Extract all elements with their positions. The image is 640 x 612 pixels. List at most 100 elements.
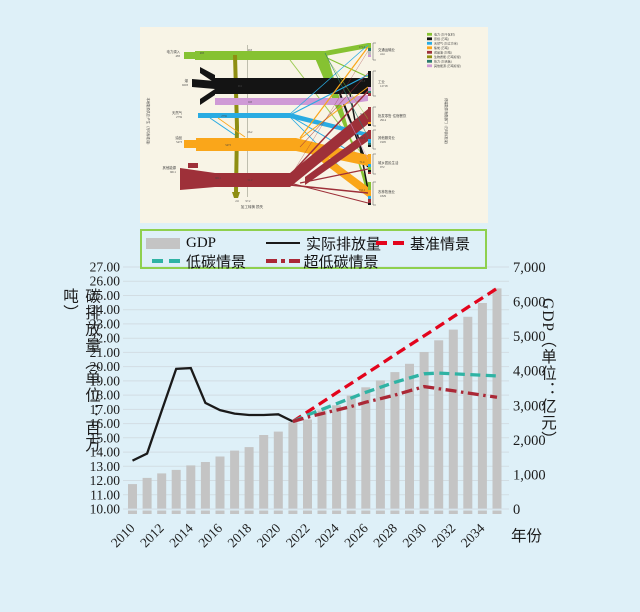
right-tick-label: 4,000 [513, 364, 546, 380]
legend-label: 实际排放量 [306, 236, 382, 253]
flow-value: 171.2 [359, 46, 366, 49]
gdp-bar [375, 380, 385, 509]
darkred-dot-swatch-icon [281, 259, 285, 263]
gdp-bar [492, 288, 502, 509]
x-tick-label: 2010 [108, 520, 138, 550]
source-node-label: 煤 [185, 78, 189, 83]
x-tick-mark [419, 510, 429, 514]
dest-node-label: 批发零售·住宿餐饮 [378, 113, 407, 118]
darkred-dash-swatch-icon [266, 259, 277, 263]
x-tick-mark [477, 510, 487, 514]
left-tick-label: 11.00 [90, 487, 120, 502]
gdp-bar [434, 340, 444, 509]
source-node-label: 油品 [175, 135, 182, 140]
flow-value: 0.8 [248, 101, 252, 104]
gdp-swatch-icon [146, 237, 180, 249]
right-tick-label: 7,000 [513, 260, 546, 276]
destination-brackets [372, 42, 376, 206]
sankey-right-axis-title: 终端能源消费部门（万吨标准煤） [444, 98, 449, 146]
gdp-bar [259, 435, 269, 509]
sankey-legend-label: 原煤 (万吨) [434, 36, 449, 41]
left-axis-title: 碳排放量（单位：百万吨） [61, 288, 100, 453]
sankey-legend-swatch [427, 41, 432, 45]
flow-value: 962 [238, 85, 243, 88]
legend-item-gdp: GDP [146, 234, 216, 252]
sankey-left-axis-title: 本地能源供应/产生（万吨标准煤） [146, 98, 151, 147]
x-tick-label: 2034 [458, 520, 488, 550]
left-tick-label: 16.00 [90, 416, 121, 431]
solid-line-swatch-icon [266, 241, 300, 245]
source-node-label: 天然气 [172, 110, 183, 115]
x-tick-mark [390, 510, 400, 514]
left-tick-label: 20.00 [90, 359, 121, 374]
left-tick-label: 12.00 [90, 473, 121, 488]
x-tick-mark [186, 510, 196, 514]
left-tick-label: 27.00 [90, 260, 121, 275]
flow-value: 8.1 [360, 113, 364, 116]
darkred-dash-swatch-icon [288, 259, 300, 263]
dest-node-label: 工业 [378, 79, 385, 84]
x-tick-label: 2014 [166, 520, 196, 550]
gdp-bar [200, 462, 210, 509]
dest-node-value: 12718 [380, 84, 388, 88]
gdp-bar [332, 405, 342, 509]
x-axis-title: 年份 [511, 528, 543, 545]
left-tick-label: 24.00 [90, 302, 121, 317]
gdp-bar [346, 395, 356, 509]
sankey-legend-swatch [427, 46, 432, 50]
flow-value: 483 [200, 52, 205, 55]
flow-value: 5473 [225, 144, 231, 147]
gdp-bar [288, 422, 298, 509]
gdp-bar [303, 419, 312, 509]
sankey-legend-label: 热力 (万吉焦) [434, 59, 452, 64]
x-tick-mark [492, 510, 502, 514]
gdp-bar [171, 469, 181, 509]
x-tick-mark [303, 510, 312, 514]
source-node-value: 5473 [176, 140, 183, 144]
left-tick-label: 18.00 [90, 388, 121, 403]
flow-value: 502.8 [359, 80, 366, 83]
x-tick-label: 2026 [341, 520, 371, 550]
sankey-legend-label: 生物质能 (万吨标煤) [434, 54, 461, 59]
x-tick-mark [259, 510, 269, 514]
gdp-bar [390, 372, 400, 509]
legend-label: 超低碳情景 [303, 254, 379, 271]
x-tick-mark [346, 510, 356, 514]
right-tick-label: 5,000 [513, 329, 546, 345]
legend-label: 低碳情景 [186, 254, 247, 271]
sankey-flows [180, 43, 369, 204]
legend-item-actual: 实际排放量 [266, 234, 382, 253]
dest-node-label: 其他服务业 [378, 135, 396, 140]
x-tick-label: 2028 [370, 520, 400, 550]
x-tick-mark [157, 510, 167, 514]
source-node-value: 483 [176, 54, 181, 58]
gdp-bar [230, 450, 240, 509]
left-tick-label: 17.00 [90, 402, 121, 417]
right-tick-label: 3,000 [513, 398, 546, 414]
sankey-legend-swatch [427, 64, 432, 68]
gdp-bar [477, 303, 487, 509]
chart-legend: GDP 实际排放量 基准情景 低碳情景 超低碳情景 [140, 229, 487, 271]
source-node-label: 其他能源 [162, 165, 176, 170]
x-tick-mark [273, 510, 283, 514]
gdp-bar [273, 431, 283, 509]
x-tick-mark [375, 510, 385, 514]
dest-node-value: 2914 [380, 118, 387, 122]
left-tick-label: 22.00 [90, 331, 121, 346]
x-tick-label: 2030 [400, 520, 430, 550]
gdp-bar [215, 456, 225, 509]
x-tick-mark [448, 510, 458, 514]
x-tick-label: 2018 [225, 520, 255, 550]
legend-item-baseline: 基准情景 [376, 234, 470, 253]
x-tick-mark [128, 510, 137, 514]
teal-dash-swatch-icon [152, 259, 163, 263]
x-tick-mark [288, 510, 298, 514]
line-series [131, 366, 294, 462]
sankey-legend-label: 其他能源 (万吨标煤) [434, 63, 461, 68]
x-tick-mark [463, 510, 473, 514]
dest-node-label: 城乡居民生活 [378, 160, 399, 165]
sankey-labels: 电力 (万千瓦时)原煤 (万吨)天然气 (万立方米)焦炭 (万吨)成品油 (万吨… [146, 32, 461, 210]
left-tick-label: 23.00 [90, 316, 121, 331]
x-tick-label: 2020 [254, 520, 284, 550]
